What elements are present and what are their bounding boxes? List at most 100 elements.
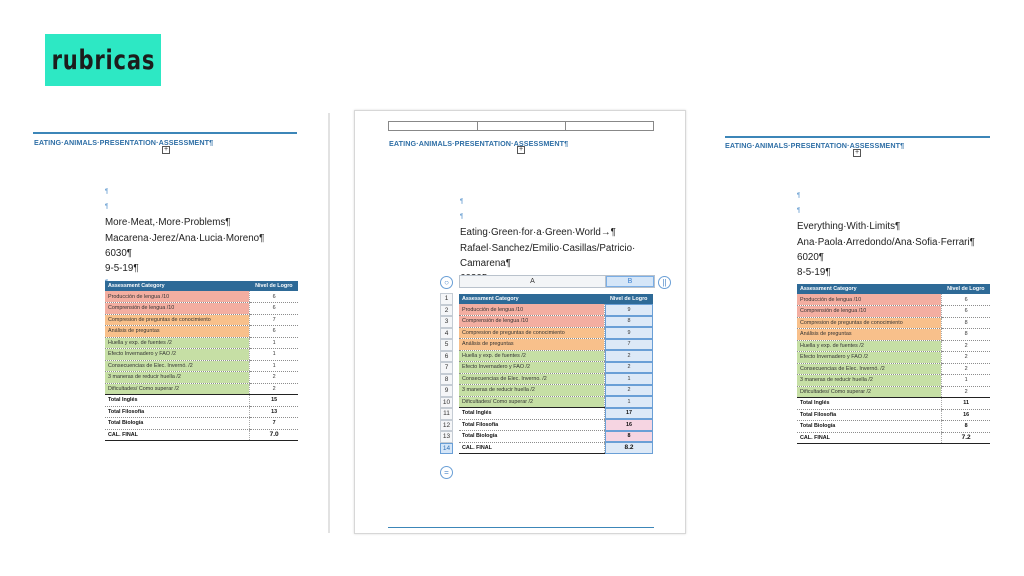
table-header-row: Assessment Category Nivel de Logro (797, 284, 990, 294)
total-row: Total Biología 8 (797, 420, 990, 433)
total-label: Total Filosofía (797, 409, 942, 421)
table-row[interactable]: Producción de lengua /10 9 (459, 304, 653, 316)
category-cell: Comprensión de lengua /10 (105, 302, 250, 315)
table-edge-grid (388, 121, 654, 131)
row-number[interactable]: 5 (440, 339, 453, 351)
slide-title: rubricas (51, 44, 155, 76)
category-cell: Consecuencias de Elec. Invernó. /2 (797, 363, 942, 375)
row-number[interactable]: 3 (440, 316, 453, 328)
table-row: Huella y exp. de fuentes /2 1 (105, 337, 298, 349)
row-number[interactable]: 7 (440, 362, 453, 374)
score-cell: 2 (941, 351, 990, 364)
score-cell: 2 (249, 383, 298, 395)
rubric-panel-3: EATING·ANIMALS·PRESENTATION·ASSESSMENT¶ … (712, 113, 1024, 533)
score-cell: 7 (249, 314, 298, 326)
table-row[interactable]: Comprensión de lengua /10 8 (459, 315, 653, 328)
table-row[interactable]: Huella y exp. de fuentes /2 2 (459, 350, 653, 362)
total-label: Total Biología (459, 430, 605, 443)
table-row[interactable]: Dificultades/ Como superar /2 1 (459, 396, 653, 408)
group-number: 6030¶ (105, 247, 133, 259)
student-names: Ana·Paola·Arredondo/Ana·Sofia·Ferrari¶ (797, 236, 975, 248)
table-row[interactable]: Consecuencias de Elec. Inverno. /2 1 (459, 373, 653, 385)
score-cell: 2 (604, 384, 653, 397)
category-cell: Dificultades/ Como superar /2 (797, 386, 942, 398)
score-cell: 6 (941, 305, 990, 318)
presentation-date: 9-5-19¶ (105, 263, 139, 275)
score-cell: 6 (249, 325, 298, 338)
final-grade-value: 7.2 (941, 432, 990, 444)
score-cell: 2 (941, 386, 990, 398)
row-number[interactable]: 14 (440, 442, 453, 454)
column-a-header[interactable]: A (460, 276, 606, 287)
table-row[interactable]: Efecto Invernadero y FAO /2 2 (459, 361, 653, 374)
assessment-header: EATING·ANIMALS·PRESENTATION·ASSESSMENT¶ (389, 139, 569, 148)
table-header-row: Assessment Category Nivel de Logro (459, 294, 653, 304)
table-header-row: Assessment Category Nivel de Logro (105, 281, 298, 291)
pilcrow-icon: ¶ (105, 189, 109, 195)
anchor-icon: + (853, 149, 861, 157)
score-cell: 7 (604, 338, 653, 351)
score-cell: 2 (941, 363, 990, 375)
row-number[interactable]: 13 (440, 431, 453, 443)
category-cell: Dificultades/ Como superar /2 (105, 383, 250, 395)
score-cell: 1 (249, 360, 298, 372)
row-number[interactable]: 8 (440, 373, 453, 385)
score-cell: 1 (941, 374, 990, 387)
rubric-table[interactable]: Assessment Category Nivel de Logro Producc… (459, 294, 653, 454)
student-info: ¶ ¶ Everything·With·Limits¶ Ana·Paola·Ar… (797, 189, 975, 280)
total-row[interactable]: Total Filosofía 16 (459, 419, 653, 431)
anchor-icon: + (162, 146, 170, 154)
category-cell: Efecto Invernadero y FAO /2 (105, 348, 250, 361)
presentation-topic: More·Meat,·More·Problems¶ (105, 217, 231, 229)
table-row: Consecuencias de Elec. Invernó. /2 2 (797, 363, 990, 375)
add-row-handle[interactable]: = (440, 466, 453, 479)
table-row[interactable]: 3 maneras de reducir huella /2 2 (459, 384, 653, 397)
total-value: 8 (604, 430, 653, 443)
row-number[interactable]: 11 (440, 408, 453, 420)
final-grade-row: CAL. FINAL 7.2 (797, 432, 990, 444)
final-grade-label: CAL. FINAL (105, 429, 250, 441)
category-cell: Compresion de preguntas de conocimiento (459, 327, 605, 339)
total-value: 13 (249, 406, 298, 418)
slide-title-badge: rubricas (45, 34, 161, 86)
total-row[interactable]: Total Inglés 17 (459, 407, 653, 420)
level-column-header: Nivel de Logro (941, 284, 990, 294)
row-number[interactable]: 10 (440, 396, 453, 408)
score-cell: 1 (604, 396, 653, 408)
category-column-header: Assessment Category (105, 281, 250, 291)
level-column-header: Nivel de Logro (249, 281, 298, 291)
table-row: 3 maneras de reducir huella /2 1 (797, 374, 990, 387)
row-number-bar: 1 2 3 4 5 6 7 8 9 10 11 12 13 14 (440, 293, 454, 454)
row-number[interactable]: 6 (440, 350, 453, 362)
category-cell: Huella y exp. de fuentes /2 (105, 337, 250, 349)
score-cell: 8 (941, 328, 990, 341)
score-cell: 2 (249, 371, 298, 384)
table-row: Producción de lengua /10 6 (797, 294, 990, 306)
row-number[interactable]: 4 (440, 327, 453, 339)
category-cell: Comprensión de lengua /10 (459, 315, 605, 328)
column-b-header[interactable]: B (606, 276, 654, 287)
category-cell: 3 maneras de reducir huella /2 (459, 384, 605, 397)
row-number[interactable]: 9 (440, 385, 453, 397)
row-number[interactable]: 12 (440, 419, 453, 431)
category-cell: Producción de lengua /10 (459, 304, 605, 316)
table-row[interactable]: Compresion de preguntas de conocimiento 9 (459, 327, 653, 339)
total-row: Total Inglés 11 (797, 397, 990, 410)
table-row: 3 maneras de reducir huella /2 2 (105, 371, 298, 384)
rubric-table: Assessment Category Nivel de Logro Producc… (105, 281, 298, 441)
row-number[interactable]: 2 (440, 304, 453, 316)
anchor-icon: + (517, 146, 525, 154)
total-value: 16 (941, 409, 990, 421)
pilcrow-icon: ¶ (460, 214, 464, 221)
student-names: Rafael·Sanchez/Emilio·Casillas/Patricio· (460, 242, 636, 254)
footer-rule (388, 526, 654, 528)
total-label: Total Inglés (105, 394, 250, 407)
total-row[interactable]: Total Biología 8 (459, 430, 653, 443)
row-number[interactable]: 1 (440, 293, 453, 305)
select-table-handle[interactable]: ○ (440, 276, 453, 289)
add-column-handle[interactable]: || (658, 276, 671, 289)
table-row[interactable]: Análisis de preguntas 7 (459, 338, 653, 351)
table-row: Análisis de preguntas 6 (105, 325, 298, 338)
final-grade-row[interactable]: CAL. FINAL 8.2 (459, 442, 653, 454)
total-row: Total Filosofía 16 (797, 409, 990, 421)
